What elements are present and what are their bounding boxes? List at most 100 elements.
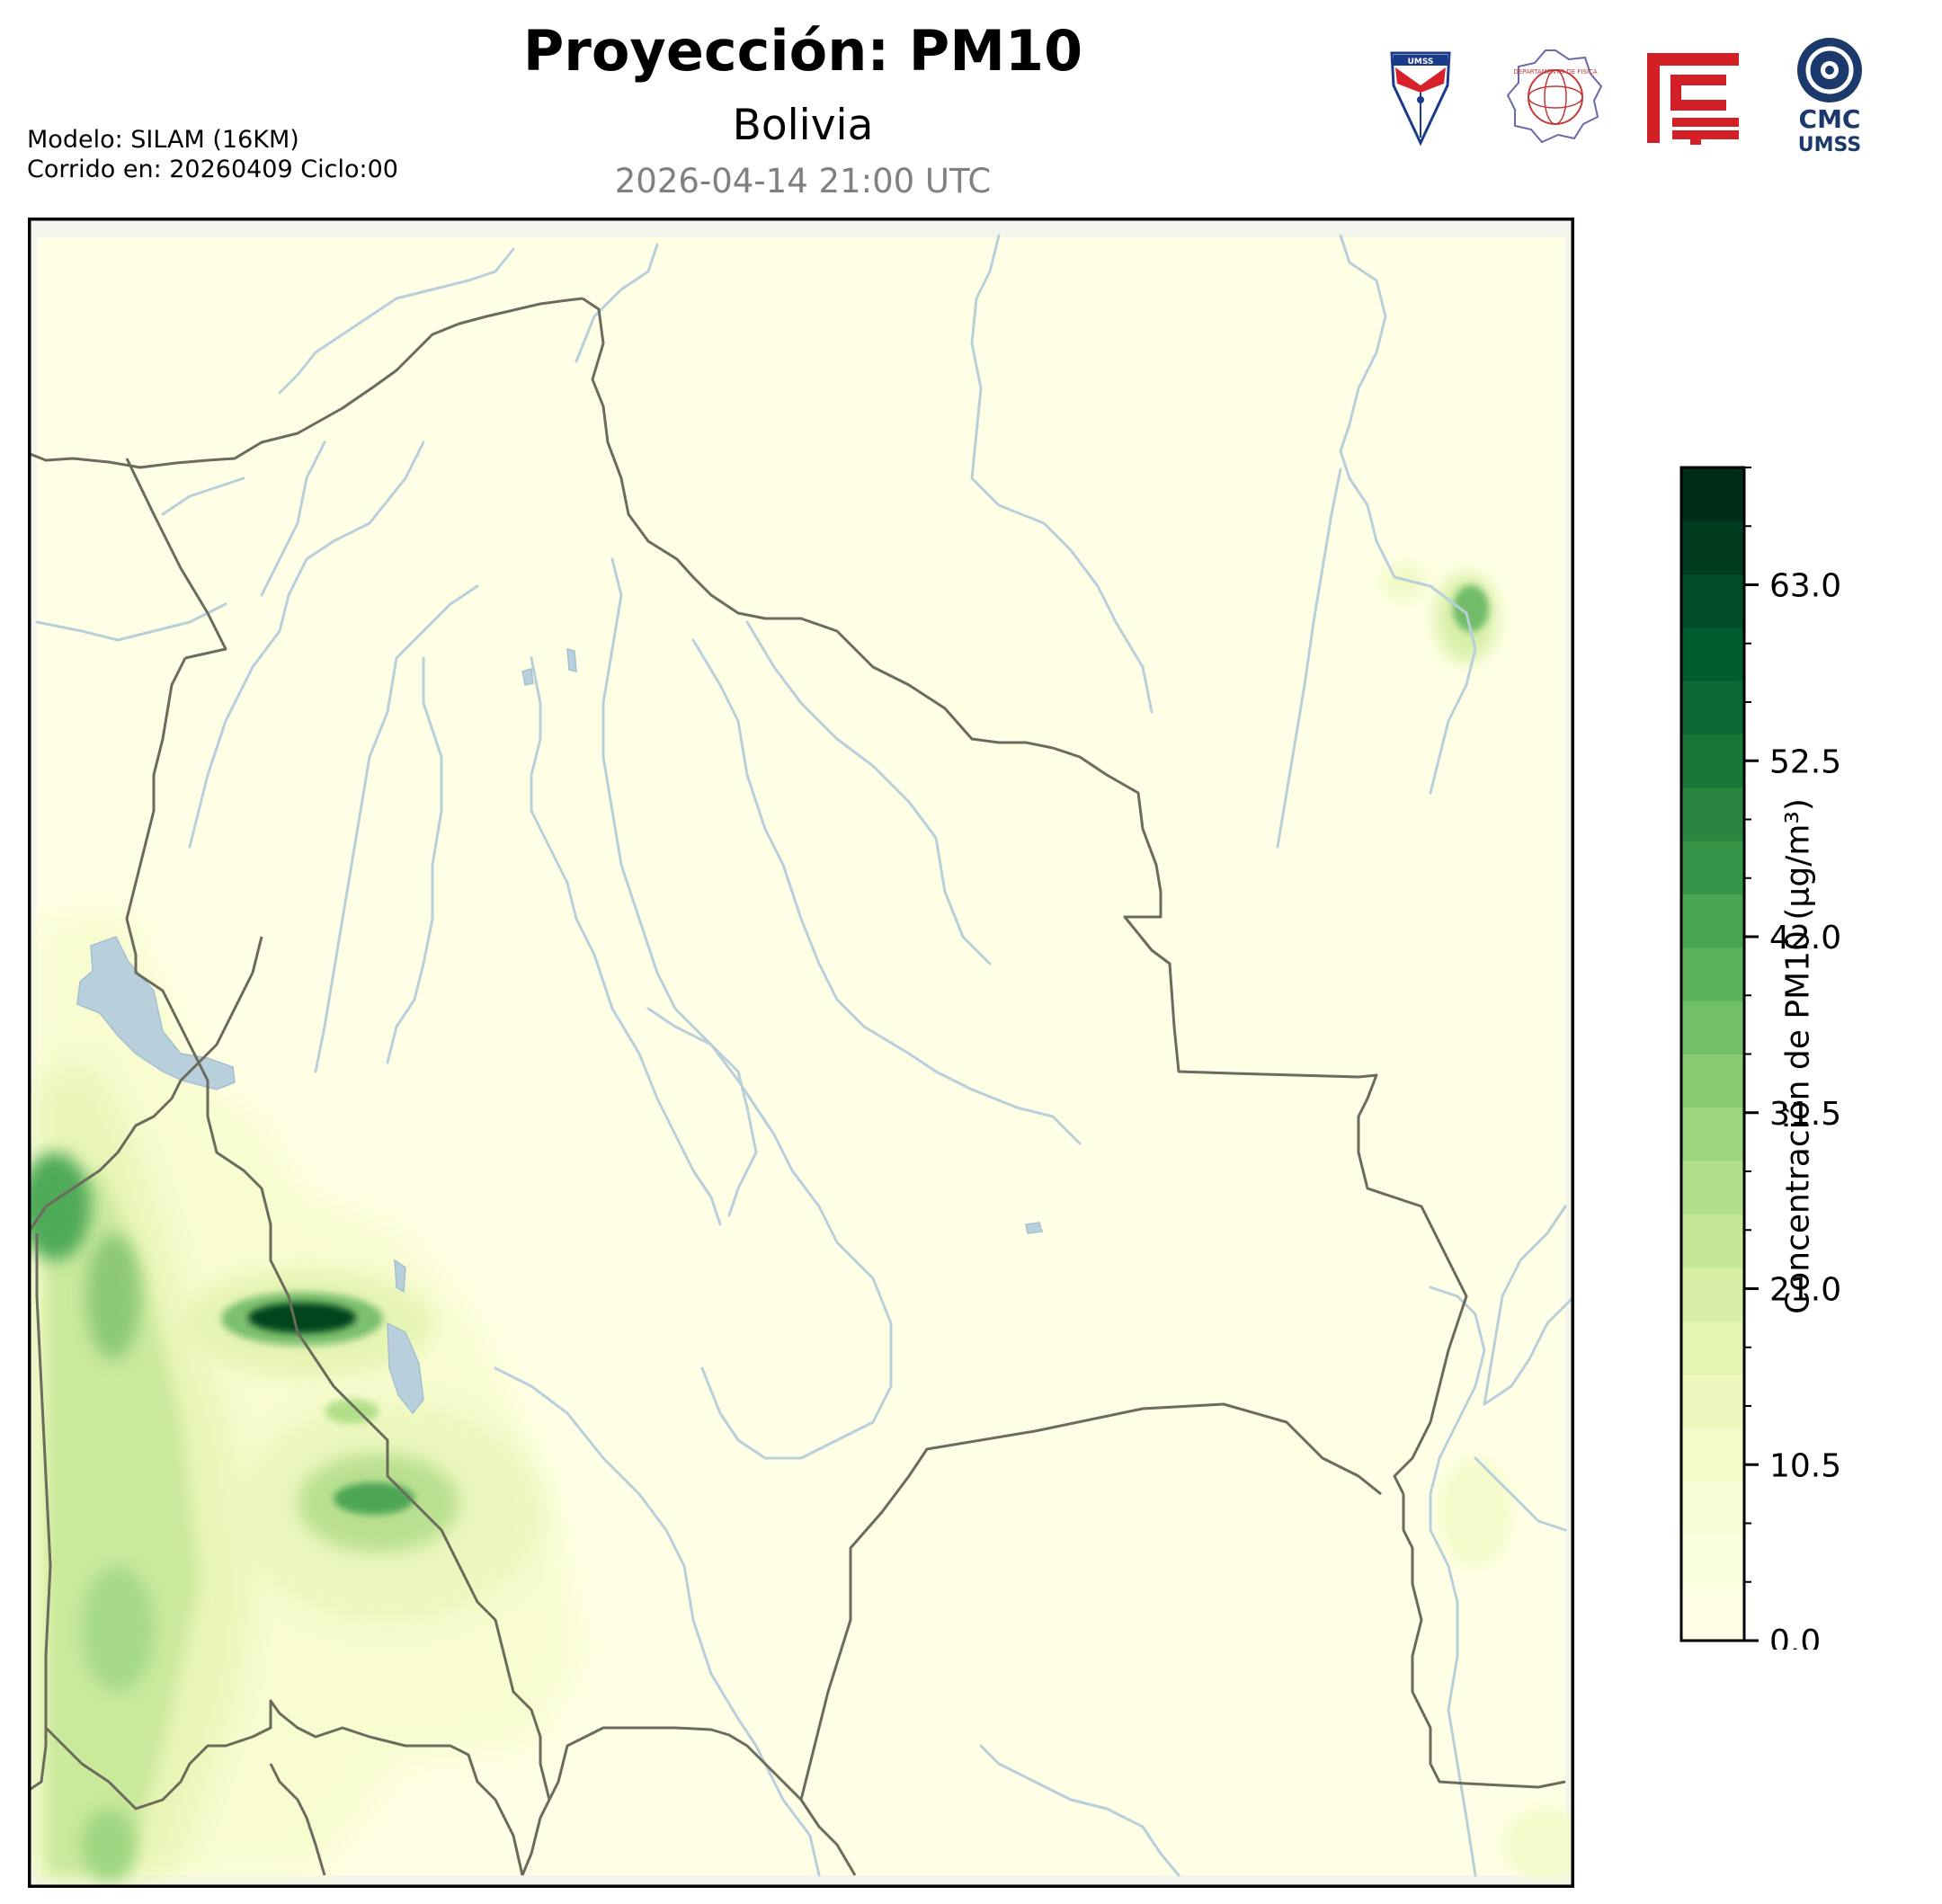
colorbar-band	[1681, 1107, 1744, 1161]
colorbar-band	[1681, 1481, 1744, 1535]
river-beni-lower	[314, 584, 479, 1073]
pm10-southwest-band	[46, 1170, 199, 1875]
colorbar-tick-label: 21.0	[1769, 1272, 1841, 1309]
colorbar-band	[1681, 627, 1744, 681]
border-paraguay-north	[799, 1402, 1382, 1801]
border-argentina	[521, 1726, 803, 1876]
river-east-1	[1483, 1205, 1567, 1406]
river-west-1	[260, 440, 326, 597]
pm10-southeast-faint	[1439, 1458, 1511, 1566]
border-bolivia-north	[582, 297, 1468, 1495]
colorbar-tick-label: 52.5	[1769, 743, 1841, 780]
colorbar: 0.0 10.5 21.0 31.5 42.0 52.5 63.0	[1679, 466, 1841, 1650]
cmc-umss-logo: CMC UMSS	[1797, 38, 1862, 156]
lake-central-small	[1025, 1222, 1043, 1234]
border-argentina-west	[44, 1699, 524, 1876]
lakes	[76, 648, 1043, 1415]
page-title: Proyección: PM10	[522, 18, 1083, 84]
border-paraguay-east	[1402, 1494, 1566, 1789]
border-south-tip	[269, 1763, 326, 1876]
colorbar-band	[1681, 1054, 1744, 1108]
pm10-west-ridge	[86, 1233, 140, 1359]
colorbar-band	[1681, 1321, 1744, 1375]
colorbar-band	[1681, 574, 1744, 628]
border-peru-brazil	[125, 458, 227, 660]
colorbar-tick-label: 31.5	[1769, 1096, 1841, 1133]
region-subtitle: Bolivia	[732, 101, 874, 150]
pm10-lake-poopo-core	[248, 1303, 356, 1333]
river-paraguay	[1429, 1286, 1486, 1877]
river-south-pilcomayo	[494, 1366, 821, 1877]
colorbar-tick-label: 63.0	[1769, 568, 1841, 605]
pm10-southwest-core	[82, 1566, 154, 1692]
river-beni	[188, 440, 425, 849]
pm10-map	[28, 218, 1574, 1888]
lake-titicaca	[76, 936, 236, 1090]
colorbar-band	[1681, 894, 1744, 948]
river-secure	[691, 638, 1082, 1145]
river-yacuma	[386, 656, 443, 1064]
colorbar-band	[1681, 1587, 1744, 1642]
umss-shield-logo: UMSS	[1390, 51, 1451, 147]
lake-uru-uru	[394, 1259, 406, 1294]
colorbar-band	[1681, 1534, 1744, 1588]
river-north-2	[970, 234, 1154, 714]
river-ichilo	[646, 1007, 758, 1217]
map-border-frame	[28, 218, 1574, 1888]
border-bolivia-southwest	[197, 1062, 551, 1801]
run-info: Corrido en: 20260409 Ciclo:00	[27, 156, 398, 183]
pm10-west-edge-hotspot	[28, 1152, 91, 1260]
river-west-2	[161, 476, 245, 516]
svg-text:UMSS: UMSS	[1408, 58, 1434, 67]
river-northeast	[1339, 234, 1477, 795]
colorbar-band	[1681, 1427, 1744, 1481]
svg-text:UMSS: UMSS	[1798, 134, 1861, 156]
colorbar-ticks: 0.0 10.5 21.0 31.5 42.0 52.5 63.0	[1744, 467, 1841, 1650]
border-bolivia	[28, 297, 583, 469]
svg-text:CMC: CMC	[1799, 104, 1861, 134]
river-madre-de-dios	[278, 247, 515, 395]
colorbar-tick-label: 42.0	[1769, 920, 1841, 956]
border-argentina-paraguay	[799, 1799, 857, 1876]
pm10-southwest-tip	[82, 1809, 136, 1881]
river-mamore-branch	[530, 656, 722, 1226]
colorbar-band	[1681, 1374, 1744, 1428]
colorbar-band	[1681, 841, 1744, 895]
colorbar-tick-label: 10.5	[1769, 1447, 1841, 1484]
lake-north-2	[566, 648, 577, 672]
colorbar-band	[1681, 467, 1744, 521]
river-guapore	[1276, 467, 1342, 849]
border-bolivia-west	[125, 657, 200, 1063]
svg-text:DEPARTAMENTO DE FISICA: DEPARTAMENTO DE FISICA	[1513, 68, 1597, 76]
national-borders	[28, 297, 1566, 1876]
colorbar-band	[1681, 1267, 1744, 1321]
river-west-3	[35, 602, 227, 642]
colorbar-label: Concentración de PM10 (μg/m³)	[1779, 798, 1817, 1314]
river-north-1	[575, 243, 659, 363]
pm10-concentration-field	[28, 564, 1574, 1881]
rivers	[35, 234, 1574, 1877]
colorbar-band	[1681, 1161, 1744, 1214]
pm10-central-plume-core	[334, 1482, 414, 1515]
forecast-datetime: 2026-04-14 21:00 UTC	[614, 162, 992, 200]
pm10-southeast-corner	[1502, 1809, 1574, 1881]
colorbar-tick-label: 0.0	[1769, 1624, 1821, 1650]
river-south-2	[979, 1744, 1180, 1877]
colorbar-bands	[1681, 467, 1744, 1642]
river-central-2	[745, 620, 992, 965]
colorbar-band	[1681, 681, 1744, 735]
red-geometric-logo	[1647, 53, 1739, 145]
departamento-fisica-seal: DEPARTAMENTO DE FISICA	[1506, 49, 1603, 144]
border-peru-chile	[28, 936, 263, 1234]
river-mamore	[601, 557, 893, 1460]
lake-north-1	[521, 668, 534, 686]
pm10-northeast-faint	[1381, 564, 1426, 600]
colorbar-band	[1681, 734, 1744, 788]
colorbar-band	[1681, 1001, 1744, 1054]
model-info: Modelo: SILAM (16KM)	[27, 126, 299, 154]
colorbar-band	[1681, 947, 1744, 1001]
lake-poopo	[387, 1321, 424, 1415]
colorbar-band	[1681, 787, 1744, 841]
river-southeast	[1474, 1456, 1567, 1532]
colorbar-band	[1681, 520, 1744, 575]
